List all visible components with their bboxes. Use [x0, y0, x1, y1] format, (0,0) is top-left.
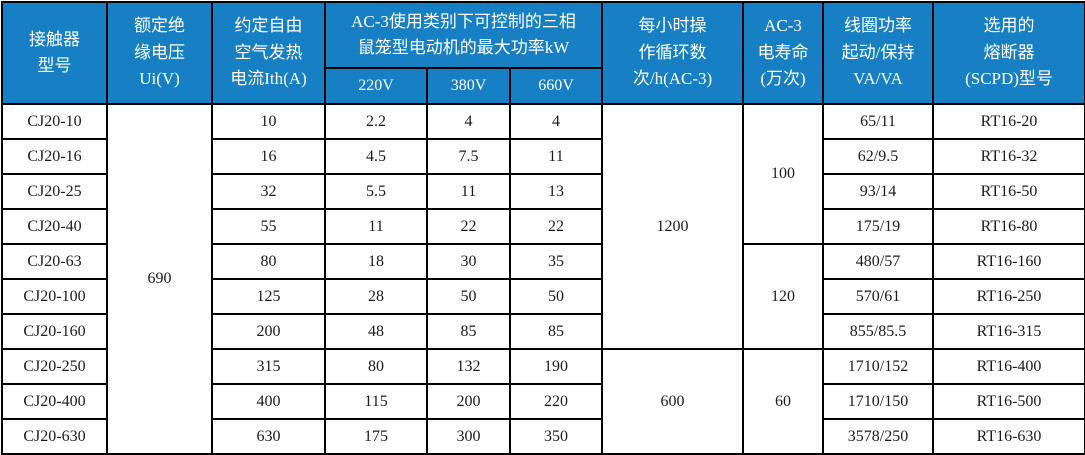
p220-cell: 115 — [324, 383, 428, 420]
life-merged-cell: 120 — [742, 243, 825, 350]
model-cell: CJ20-40 — [1, 208, 108, 245]
p220-cell: 2.2 — [324, 103, 428, 140]
life-merged-cell: 100 — [742, 103, 825, 245]
fuse-cell: RT16-80 — [932, 208, 1085, 245]
coil-cell: 93/14 — [822, 173, 935, 210]
header-fuse-model: 选用的 熔断器 (SCPD)型号 — [932, 1, 1085, 105]
p660-cell: 85 — [508, 313, 604, 350]
p220-cell: 175 — [324, 418, 428, 455]
coil-cell: 570/61 — [822, 278, 935, 315]
model-cell: CJ20-250 — [1, 348, 108, 385]
fuse-cell: RT16-50 — [932, 173, 1085, 210]
p220-cell: 48 — [324, 313, 428, 350]
coil-cell: 175/19 — [822, 208, 935, 245]
ith-cell: 630 — [211, 418, 326, 455]
header-380v: 380V — [426, 67, 511, 105]
cycles-merged-cell: 600 — [601, 348, 745, 455]
model-cell: CJ20-630 — [1, 418, 108, 455]
header-220v: 220V — [324, 67, 428, 105]
table-row: CJ20-25 32 5.5 11 13 93/14 RT16-50 — [1, 173, 1085, 210]
p660-cell: 11 — [508, 138, 604, 175]
table-row: CJ20-400 400 115 200 220 1710/150 RT16-5… — [1, 383, 1085, 420]
header-thermal-current: 约定自由 空气发热 电流Ith(A) — [211, 1, 326, 105]
table-row: CJ20-10 690 10 2.2 4 4 1200 100 65/11 RT… — [1, 103, 1085, 455]
coil-cell: 480/57 — [822, 243, 935, 280]
model-cell: CJ20-400 — [1, 383, 108, 420]
p380-cell: 200 — [426, 383, 511, 420]
p660-cell: 4 — [508, 103, 604, 140]
fuse-cell: RT16-32 — [932, 138, 1085, 175]
ith-cell: 16 — [211, 138, 326, 175]
table-row: CJ20-40 55 11 22 22 175/19 RT16-80 — [1, 208, 1085, 245]
header-electrical-life: AC-3 电寿命 (万次) — [742, 1, 825, 105]
ith-cell: 32 — [211, 173, 326, 210]
p220-cell: 11 — [324, 208, 428, 245]
p380-cell: 300 — [426, 418, 511, 455]
coil-cell: 65/11 — [822, 103, 935, 140]
p220-cell: 80 — [324, 348, 428, 385]
coil-cell: 855/85.5 — [822, 313, 935, 350]
fuse-cell: RT16-20 — [932, 103, 1085, 140]
p660-cell: 190 — [508, 348, 604, 385]
coil-cell: 3578/250 — [822, 418, 935, 455]
p660-cell: 220 — [508, 383, 604, 420]
ith-cell: 55 — [211, 208, 326, 245]
p660-cell: 50 — [508, 278, 604, 315]
model-cell: CJ20-16 — [1, 138, 108, 175]
fuse-cell: RT16-400 — [932, 348, 1085, 385]
p380-cell: 132 — [426, 348, 511, 385]
model-cell: CJ20-100 — [1, 278, 108, 315]
ith-cell: 315 — [211, 348, 326, 385]
fuse-cell: RT16-500 — [932, 383, 1085, 420]
header-ac3-max-power: AC-3使用类别下可控制的三相 鼠笼型电动机的最大功率kW — [323, 1, 604, 69]
table-row: CJ20-250 315 80 132 190 600 60 1710/152 … — [1, 348, 1085, 455]
coil-cell: 1710/150 — [822, 383, 935, 420]
life-merged-cell: 60 — [742, 348, 825, 455]
p380-cell: 11 — [426, 173, 511, 210]
ith-cell: 125 — [211, 278, 326, 315]
p380-cell: 30 — [426, 243, 511, 280]
table-row: CJ20-160 200 48 85 85 855/85.5 RT16-315 — [1, 313, 1085, 350]
fuse-cell: RT16-315 — [932, 313, 1085, 350]
fuse-cell: RT16-630 — [932, 418, 1085, 455]
cycles-merged-cell: 1200 — [601, 103, 745, 350]
p380-cell: 50 — [426, 278, 511, 315]
p380-cell: 22 — [426, 208, 511, 245]
ith-cell: 200 — [211, 313, 326, 350]
fuse-cell: RT16-250 — [932, 278, 1085, 315]
p380-cell: 85 — [426, 313, 511, 350]
insulation-voltage-merged-cell: 690 — [106, 103, 213, 455]
table-row: CJ20-100 125 28 50 50 570/61 RT16-250 — [1, 278, 1085, 315]
p660-cell: 35 — [508, 243, 604, 280]
p220-cell: 18 — [324, 243, 428, 280]
table-row: CJ20-16 16 4.5 7.5 11 62/9.5 RT16-32 — [1, 138, 1085, 175]
p660-cell: 22 — [508, 208, 604, 245]
fuse-cell: RT16-160 — [932, 243, 1085, 280]
header-660v: 660V — [508, 67, 604, 105]
ith-cell: 80 — [211, 243, 326, 280]
p660-cell: 350 — [508, 418, 604, 455]
model-cell: CJ20-160 — [1, 313, 108, 350]
ith-cell: 10 — [211, 103, 326, 140]
header-coil-power: 线圈功率 起动/保持 VA/VA — [822, 1, 935, 105]
table-row: CJ20-63 80 18 30 35 120 480/57 RT16-160 — [1, 243, 1085, 350]
header-insulation-voltage: 额定绝 缘电压 Ui(V) — [106, 1, 213, 105]
p380-cell: 4 — [426, 103, 511, 140]
p220-cell: 28 — [324, 278, 428, 315]
p220-cell: 4.5 — [324, 138, 428, 175]
p380-cell: 7.5 — [426, 138, 511, 175]
p220-cell: 5.5 — [324, 173, 428, 210]
model-cell: CJ20-10 — [1, 103, 108, 140]
model-cell: CJ20-25 — [1, 173, 108, 210]
model-cell: CJ20-63 — [1, 243, 108, 280]
coil-cell: 1710/152 — [822, 348, 935, 385]
coil-cell: 62/9.5 — [822, 138, 935, 175]
header-model: 接触器 型号 — [1, 1, 108, 105]
p660-cell: 13 — [508, 173, 604, 210]
header-cycles-per-hour: 每小时操 作循环数 次/h(AC-3) — [601, 1, 745, 105]
ith-cell: 400 — [211, 383, 326, 420]
